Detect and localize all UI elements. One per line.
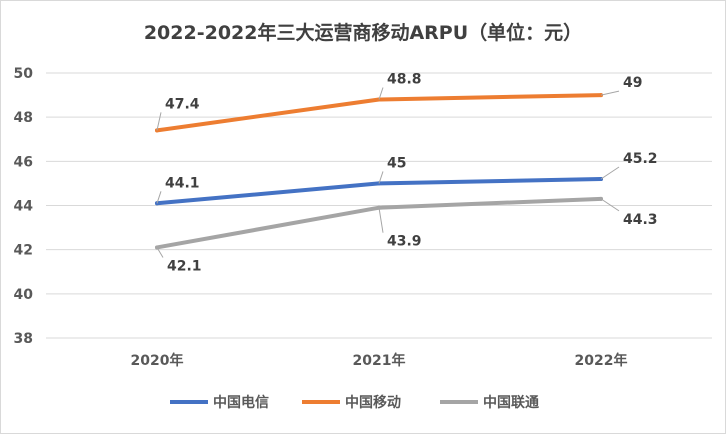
data-label: 44.1 xyxy=(165,175,200,191)
data-label: 47.4 xyxy=(165,96,200,112)
y-tick-label: 40 xyxy=(14,287,34,303)
y-tick-label: 38 xyxy=(14,331,33,347)
data-label-leader xyxy=(600,166,620,180)
data-label-leader xyxy=(378,171,384,184)
legend: 中国电信 中国移动 中国联通 xyxy=(170,394,539,411)
x-tick-label: 2021年 xyxy=(353,352,406,369)
data-labels-layer: 44.1 45 45.2 47.4 48.8 49 42.1 43.9 44.3 xyxy=(156,72,658,274)
legend-label: 中国电信 xyxy=(213,394,269,411)
y-tick-label: 48 xyxy=(14,110,33,126)
legend-label: 中国移动 xyxy=(345,394,401,411)
data-label: 44.3 xyxy=(623,212,658,228)
y-axis: 38 40 42 44 46 48 50 xyxy=(14,66,34,347)
data-label: 45.2 xyxy=(623,151,658,167)
x-axis: 2020年 2021年 2022年 xyxy=(131,352,628,369)
data-label: 48.8 xyxy=(387,72,422,88)
data-label: 45 xyxy=(387,155,406,171)
chart-title: 2022-2022年三大运营商移动ARPU（单位：元） xyxy=(144,21,582,44)
x-tick-label: 2022年 xyxy=(575,352,628,369)
data-label: 42.1 xyxy=(167,258,202,274)
x-tick-label: 2020年 xyxy=(131,352,184,369)
data-label-leader xyxy=(378,87,384,100)
grid-layer xyxy=(46,72,712,339)
data-label: 43.9 xyxy=(387,234,422,250)
y-tick-label: 42 xyxy=(14,243,33,259)
series-layer xyxy=(155,93,603,250)
y-tick-label: 46 xyxy=(14,154,33,170)
data-label-leader xyxy=(156,191,162,204)
y-tick-label: 44 xyxy=(14,199,34,215)
data-label-leader xyxy=(600,198,620,212)
data-label-leader xyxy=(600,90,620,96)
data-label-leader xyxy=(378,207,384,233)
data-label-leader xyxy=(156,112,162,131)
y-tick-label: 50 xyxy=(14,66,34,82)
data-label: 49 xyxy=(623,75,642,91)
legend-label: 中国联通 xyxy=(483,394,539,411)
data-label-leader xyxy=(156,247,164,258)
